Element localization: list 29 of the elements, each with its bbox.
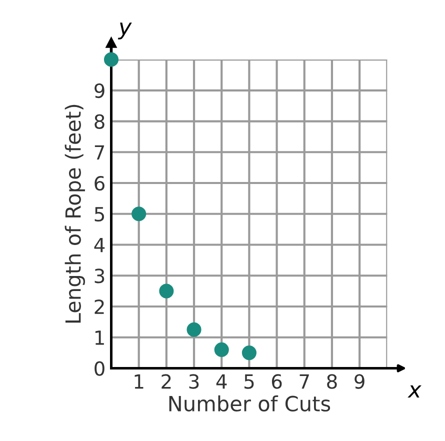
x-tick-label: 1: [134, 374, 144, 389]
point: [214, 342, 229, 357]
point: [132, 206, 146, 222]
x-tick-label: 7: [300, 374, 309, 389]
y-tick-label: 8: [94, 114, 104, 129]
x-tick-label: 5: [244, 374, 254, 389]
x-tick-label: 2: [162, 374, 171, 389]
point: [104, 52, 119, 67]
x-tick-label: 9: [354, 374, 364, 389]
y-tick-label: 7: [94, 145, 104, 160]
x-tick-label: 6: [272, 374, 282, 389]
y-axis-title: Length of Rope (feet): [64, 104, 85, 323]
point: [159, 284, 174, 298]
x-tick-label: 8: [327, 374, 337, 389]
text: x: [408, 385, 422, 398]
x-tick-label: 3: [189, 374, 199, 389]
y-tick-label: 0: [94, 361, 104, 376]
x-axis-title: Number of Cuts: [169, 395, 330, 412]
y-tick-label: 4: [94, 238, 105, 252]
y-tick-label: 6: [94, 176, 104, 191]
text: y: [118, 22, 132, 40]
y-tick-label: 2: [94, 299, 104, 314]
x-tick-label: 4: [216, 374, 227, 389]
y-tick-label: 9: [94, 83, 104, 98]
y-tick-label: 3: [94, 268, 104, 284]
y-tick-label: 1: [95, 330, 104, 345]
point: [186, 322, 202, 337]
point: [242, 346, 256, 360]
y-tick-label: 5: [94, 207, 104, 222]
